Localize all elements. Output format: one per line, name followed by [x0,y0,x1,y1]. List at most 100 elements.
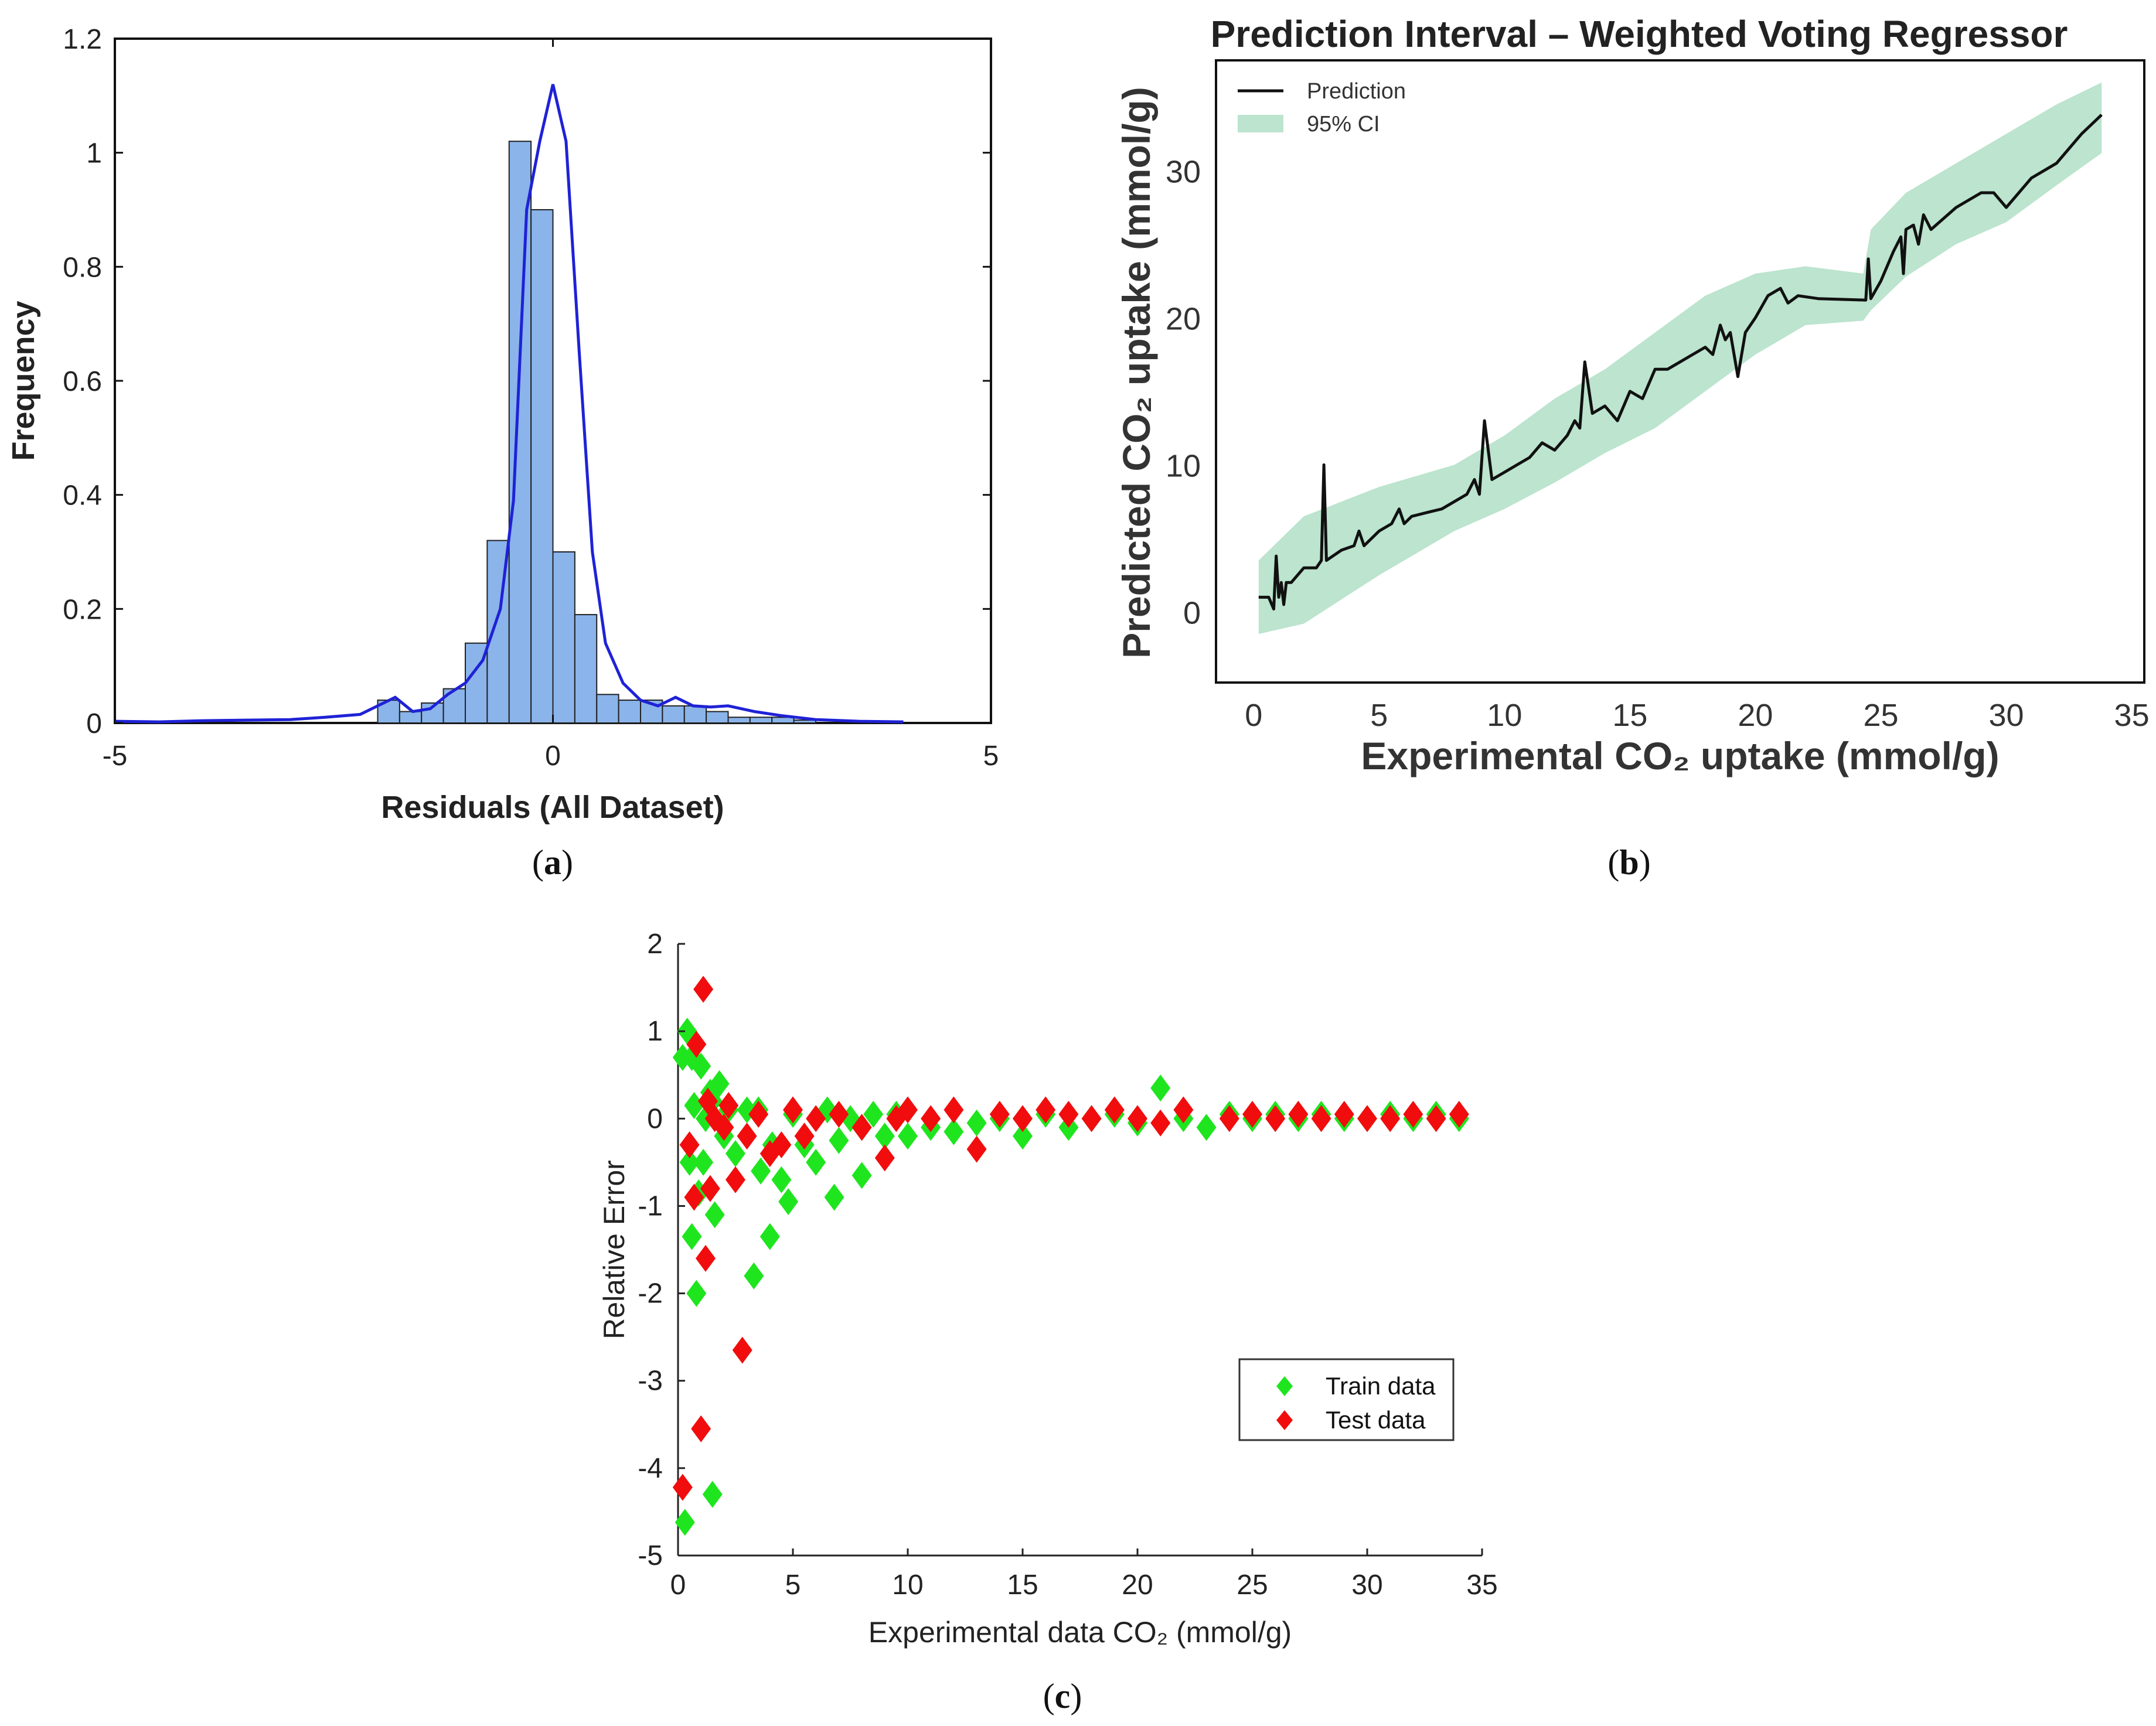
test-point-47 [886,1105,907,1133]
test-point-2 [686,1031,707,1058]
relative-error-x-tick-label: 0 [670,1570,686,1601]
panel-label-c: (c) [1043,1677,1082,1715]
test-point-15 [783,1096,803,1124]
test-point-17 [806,1105,826,1133]
train-point-18 [744,1262,764,1290]
legend-ci-label: 95% CI [1307,112,1380,137]
prediction-y-tick-label: 20 [1166,301,1201,336]
panel-label-b: (b) [1607,843,1650,882]
density-curve [114,84,904,724]
train-point-37 [966,1109,987,1137]
relative-error-y-tick-label: -2 [638,1278,663,1309]
train-point-26 [806,1148,826,1176]
test-point-32 [1150,1109,1171,1137]
test-point-25 [989,1100,1010,1128]
histogram-y-tick-label: 0 [86,708,102,739]
train-point-19 [751,1157,771,1185]
train-point-4 [684,1091,704,1119]
test-point-35 [1242,1100,1262,1128]
relative-error-y-tick-label: 2 [647,929,663,960]
train-point-28 [829,1127,849,1154]
train-point-31 [863,1100,884,1128]
histogram-y-ticks: 0 0.2 0.4 0.6 0.8 1 1.2 [63,24,991,739]
panel-label-a: (a) [532,843,573,882]
train-point-20 [759,1223,780,1250]
train-point-30 [851,1162,872,1189]
test-point-27 [1036,1096,1056,1124]
train-point-16 [726,1140,745,1167]
histogram-y-tick-label: 0.6 [63,366,102,397]
test-point-48 [718,1091,739,1119]
test-point-12 [748,1100,769,1128]
histogram-x-label: Residuals (All Dataset) [381,790,724,825]
histogram-y-tick-label: 0.2 [63,594,102,625]
test-point-41 [1380,1105,1401,1133]
train-point-36 [944,1118,964,1145]
histogram-bar-1 [398,711,423,724]
histogram-bar-19 [793,719,816,724]
histogram-bar-14 [683,705,707,724]
train-point-32 [874,1123,895,1150]
test-point-45 [684,1183,704,1211]
legend-ci-swatch [1238,115,1283,132]
histogram-bars [377,141,816,724]
histogram-y-tick-label: 1.2 [63,24,102,55]
test-point-9 [726,1166,745,1193]
relative-error-x-ticks: 0 5 10 15 20 25 30 35 [670,1548,1498,1601]
relative-error-y-tick-label: -3 [638,1366,663,1397]
test-point-38 [1311,1105,1331,1133]
test-point-31 [1128,1105,1147,1133]
relative-error-panel: -5 -4 -3 -2 -1 0 1 2 0 5 10 15 20 25 30 35 Train data … [598,929,1498,1715]
prediction-chart-title: Prediction Interval – Weighted Voting Re… [1211,13,2068,55]
test-point-3 [691,1415,711,1442]
test-point-14 [771,1131,792,1159]
prediction-line [1258,114,2103,610]
histogram-y-tick-label: 0.4 [63,480,102,511]
histogram-bar-10 [596,694,619,724]
prediction-x-tick-label: 30 [1989,698,2024,733]
train-point-5 [686,1280,707,1307]
relative-error-x-tick-label: 5 [785,1570,801,1601]
relative-error-y-tick-label: -4 [638,1453,663,1484]
prediction-x-tick-label: 20 [1738,698,1773,733]
histogram-y-tick-label: 1 [86,138,102,169]
train-point-47 [1196,1114,1217,1141]
relative-error-y-label: Relative Error [598,1160,631,1339]
prediction-y-label: Predicted CO₂ uptake (mmol/g) [1115,87,1158,658]
histogram-x-tick-label: 0 [545,741,561,772]
histogram-x-tick-label: -5 [103,741,128,772]
prediction-y-tick-label: 30 [1166,154,1201,189]
histogram-y-label: Frequency [6,301,41,461]
test-point-33 [1173,1096,1194,1124]
test-point-20 [874,1144,895,1172]
train-point-11 [702,1481,723,1508]
legend-test-marker [1276,1410,1293,1430]
train-point-34 [898,1123,918,1150]
train-point-12 [704,1201,725,1229]
prediction-x-tick-label: 25 [1863,698,1898,733]
test-point-18 [829,1100,849,1128]
test-point-19 [851,1114,872,1141]
prediction-y-tick-label: 0 [1183,595,1201,630]
histogram-bar-16 [727,717,751,724]
legend-prediction-label: Prediction [1307,79,1406,104]
train-point-64 [672,1043,693,1071]
legend-test-label: Test data [1326,1406,1426,1434]
histogram-bar-17 [749,717,773,724]
relative-error-y-tick-label: 0 [647,1103,663,1134]
relative-error-x-tick-label: 30 [1351,1570,1382,1601]
train-point-59 [679,1148,700,1176]
legend-train-label: Train data [1326,1372,1436,1400]
prediction-x-ticks: 0 5 10 15 20 25 30 35 [1245,698,2149,733]
train-point-22 [771,1166,792,1193]
histogram-x-ticks: -5 0 5 [103,39,999,772]
test-point-39 [1334,1100,1354,1128]
prediction-x-label: Experimental CO₂ uptake (mmol/g) [1361,734,1999,777]
relative-error-x-tick-label: 20 [1122,1570,1153,1601]
test-point-43 [1426,1105,1446,1133]
train-point-8 [693,1148,714,1176]
test-point-6 [700,1175,720,1202]
histogram-y-tick-label: 0.8 [63,252,102,283]
histogram-x-tick-label: 5 [983,741,999,772]
